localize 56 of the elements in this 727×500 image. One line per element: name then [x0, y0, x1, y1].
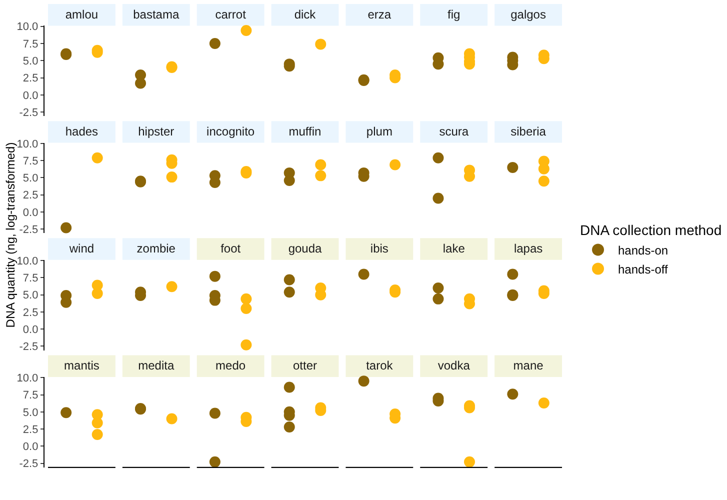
y-tick-label: 7.5: [22, 390, 38, 402]
y-tick-label: 2.5: [22, 190, 38, 202]
y-tick-label: 2.5: [22, 72, 38, 85]
y-tick-label: -2.5: [19, 458, 38, 470]
y-tick-label: -2.5: [19, 224, 38, 236]
x-tick-label: tarok: [366, 358, 394, 373]
legend-label: hands-off: [618, 262, 668, 276]
x-tick-label: foot: [220, 241, 242, 256]
x-tick-label: gouda: [288, 241, 322, 256]
y-tick-label: 2.5: [22, 424, 38, 436]
y-tick-label: -2.5: [19, 341, 38, 354]
x-tick-label: lapas: [514, 241, 543, 256]
x-tick-label: dick: [294, 7, 317, 22]
y-tick-label: 0.0: [22, 90, 38, 102]
x-tick-label: muffin: [288, 124, 322, 138]
y-tick-label: 5.0: [22, 290, 38, 302]
x-tick-label: mane: [513, 358, 544, 373]
x-tick-label: carrot: [215, 7, 247, 22]
x-tick-label: scura: [439, 124, 469, 138]
y-tick-label: 7.5: [22, 38, 38, 50]
x-tick-label: medita: [138, 358, 174, 373]
y-tick-label: 7.5: [22, 155, 38, 168]
x-tick-label: wind: [68, 241, 94, 256]
x-tick-label: amlou: [65, 7, 98, 22]
y-tick-label: 5.0: [22, 406, 38, 419]
y-tick-label: 7.5: [22, 272, 38, 285]
y-tick-label: 2.5: [22, 306, 38, 319]
y-axis-title: DNA quantity (ng, log-transformed): [3, 142, 18, 328]
y-tick-label: 5.0: [22, 55, 38, 68]
x-tick-label: plum: [366, 124, 392, 138]
x-tick-label: lake: [442, 241, 466, 256]
x-tick-label: incognito: [206, 124, 255, 138]
x-tick-label: galgos: [510, 7, 546, 22]
x-tick-label: vodka: [438, 358, 470, 373]
y-tick-label: -2.5: [19, 106, 38, 119]
x-tick-label: siberia: [510, 124, 546, 138]
y-tick-label: 0.0: [22, 441, 38, 454]
x-tick-label: mantis: [64, 358, 100, 373]
y-tick-label: 0.0: [22, 324, 38, 336]
x-tick-label: erza: [368, 7, 392, 22]
x-tick-label: zombie: [136, 241, 176, 256]
legend-title: DNA collection method: [580, 222, 722, 238]
x-tick-label: bastama: [133, 7, 180, 22]
x-tick-label: hades: [65, 124, 98, 138]
x-tick-label: otter: [292, 358, 318, 373]
y-tick-label: 5.0: [22, 172, 38, 185]
legend-label: hands-on: [618, 243, 668, 258]
x-tick-label: fig: [448, 7, 460, 22]
y-tick-label: 10.0: [16, 255, 38, 268]
y-tick-label: 10.0: [16, 138, 38, 150]
x-tick-label: hipster: [138, 124, 174, 138]
y-tick-label: 10.0: [16, 21, 38, 34]
y-tick-label: 0.0: [22, 206, 38, 219]
x-tick-label: ibis: [370, 241, 388, 256]
x-tick-label: medo: [216, 358, 246, 373]
y-tick-label: 10.0: [16, 372, 38, 384]
